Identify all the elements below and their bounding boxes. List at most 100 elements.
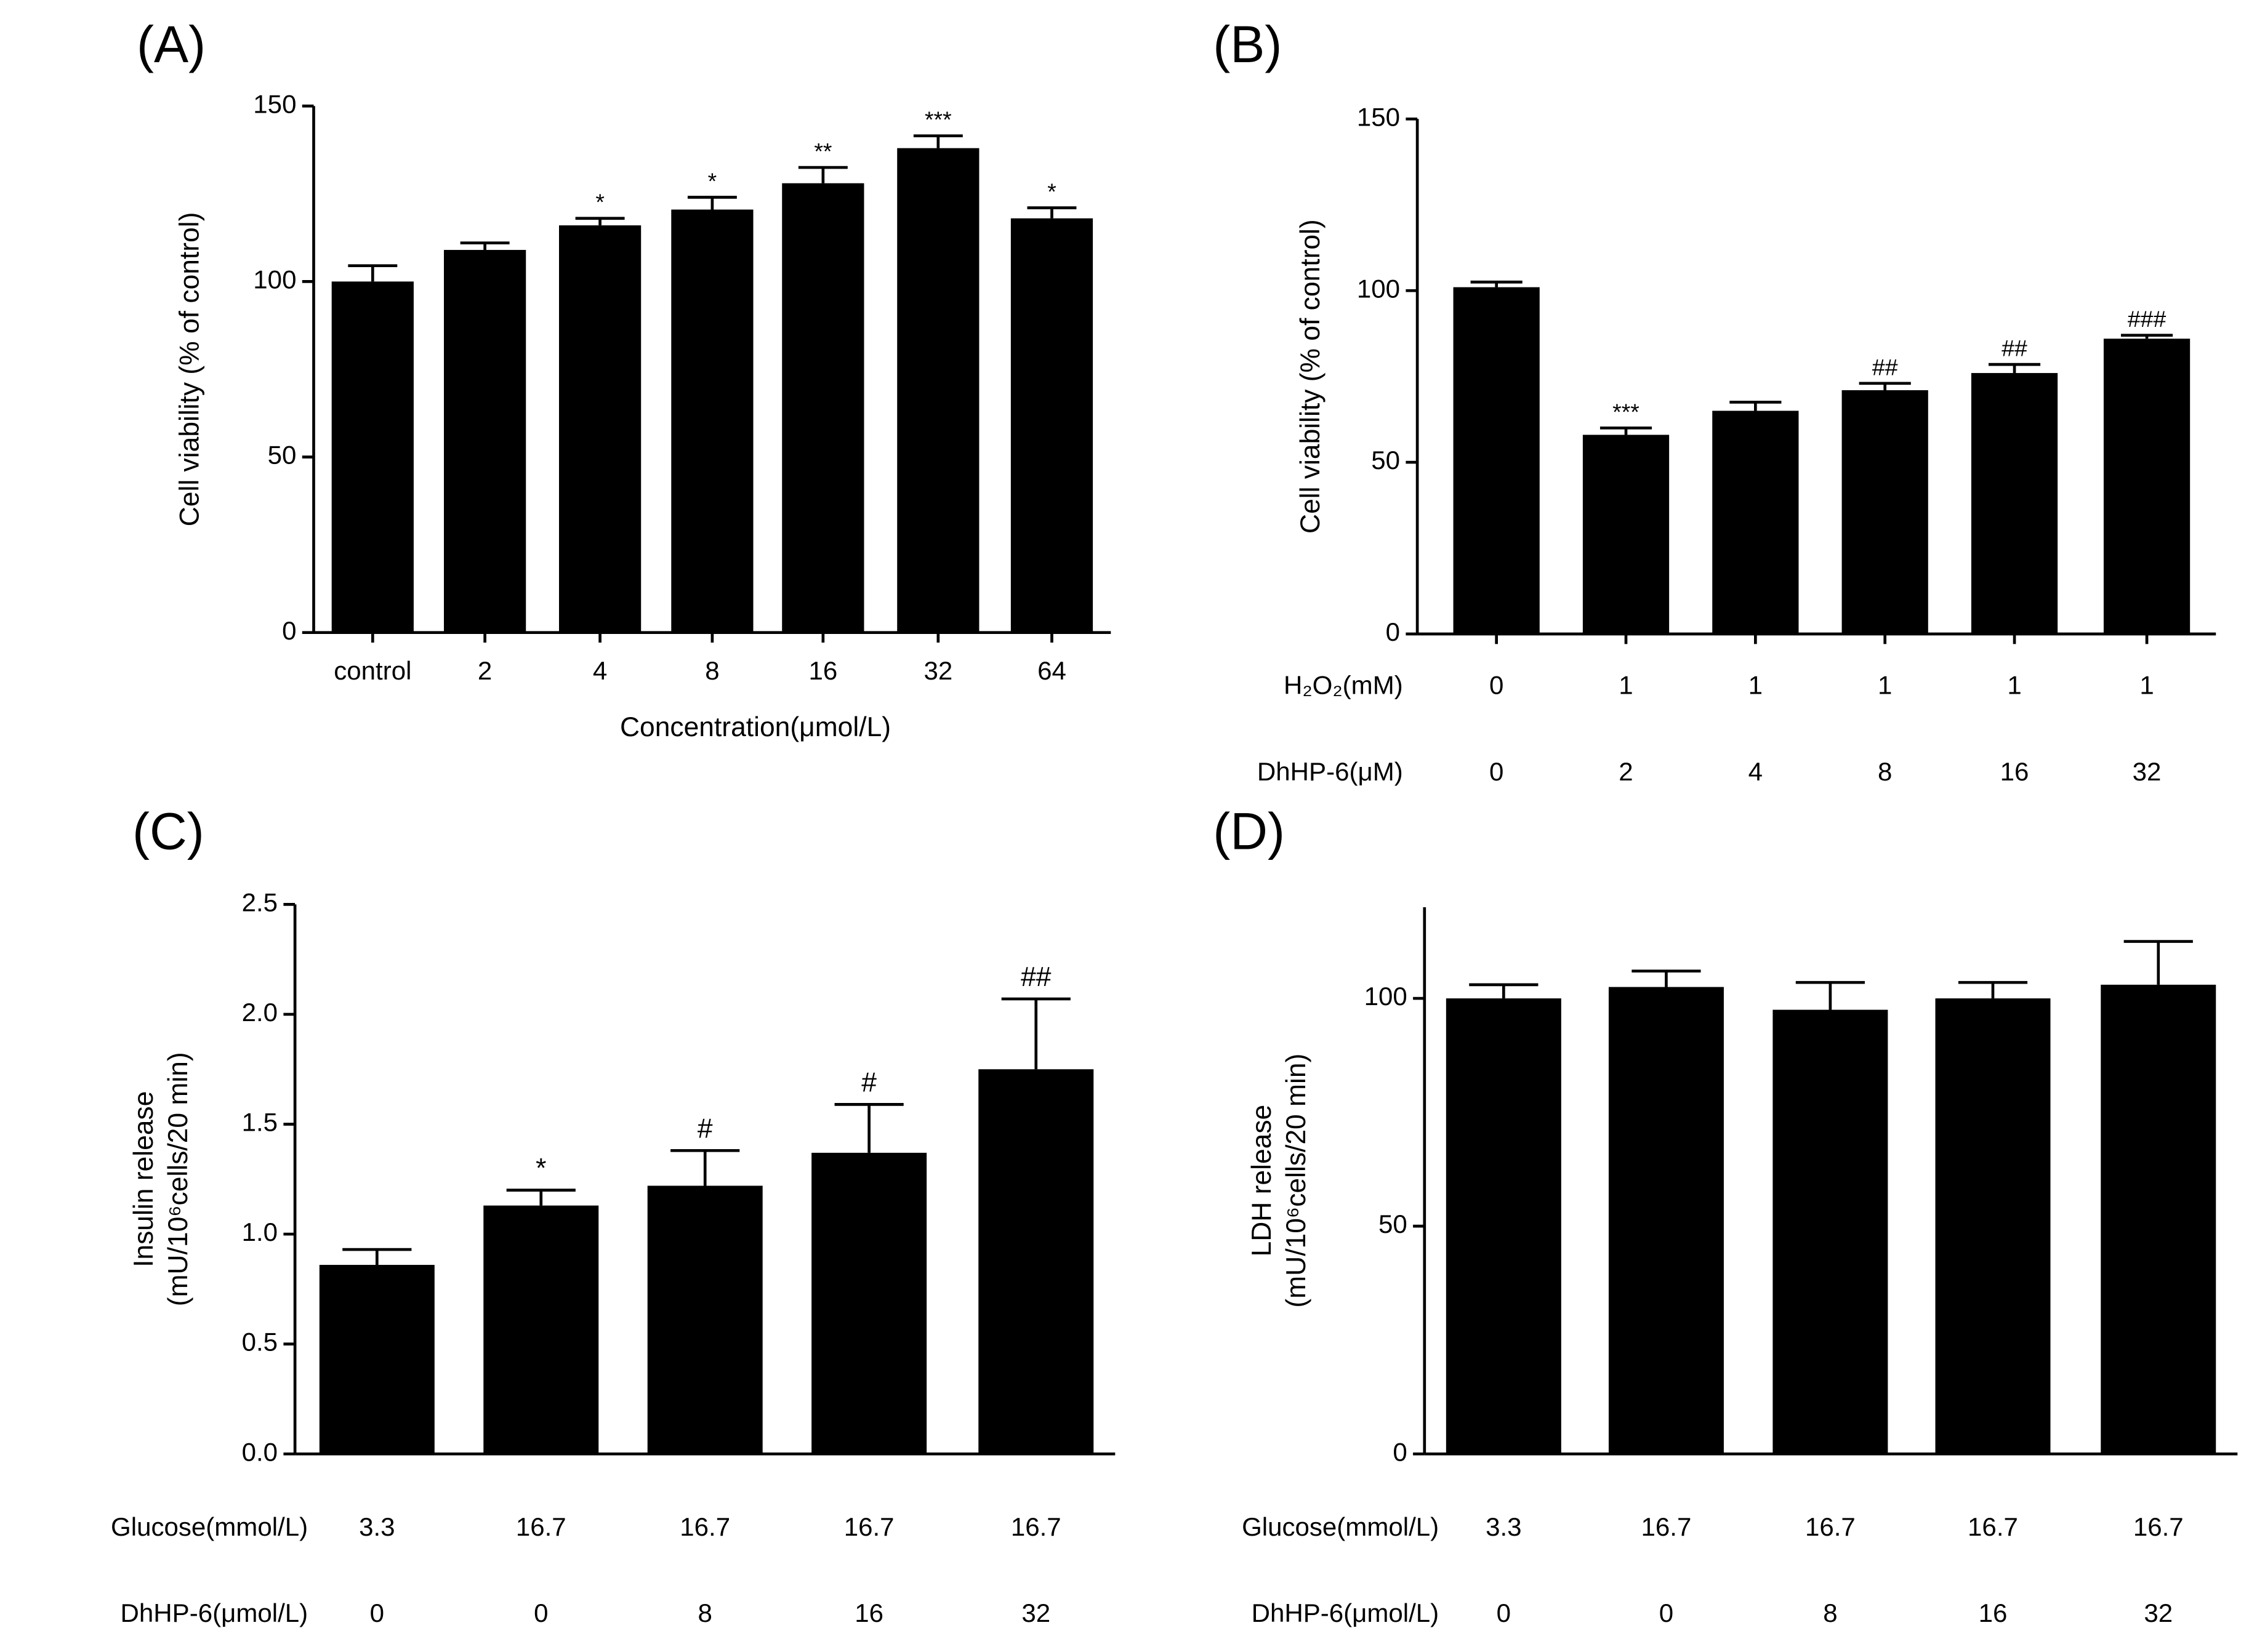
significance-label: *** [925, 106, 952, 132]
x-tick-label: 0 [1489, 757, 1503, 786]
bar [319, 1265, 435, 1454]
x-tick-label: 8 [698, 1598, 712, 1627]
y-axis-label: Insulin release [129, 1091, 159, 1267]
y-tick-label: 1.5 [242, 1108, 278, 1137]
x-tick-label: 16.7 [1011, 1512, 1061, 1541]
significance-label: * [708, 168, 717, 194]
x-tick-label: 4 [1748, 757, 1763, 786]
bar [1772, 1009, 1888, 1454]
x-tick-label: 8 [705, 656, 719, 685]
x-tick-label: 32 [2133, 757, 2162, 786]
row-label: DhHP-6(μmol/L) [121, 1598, 308, 1627]
y-tick-label: 50 [1371, 446, 1400, 475]
significance-label: * [1047, 178, 1056, 204]
bar [1582, 435, 1670, 634]
bar [1971, 373, 2058, 634]
bar [1010, 218, 1093, 633]
significance-label: *** [1612, 399, 1639, 425]
x-tick-label: 16 [2000, 757, 2029, 786]
x-tick-label: 32 [2144, 1598, 2173, 1627]
y-tick-label: 2.5 [242, 888, 278, 916]
y-tick-label: 0 [1386, 617, 1400, 646]
bar [444, 250, 526, 633]
x-tick-label: 3.3 [359, 1512, 395, 1541]
y-tick-label: 1.0 [242, 1217, 278, 1246]
bar [978, 1069, 1094, 1454]
y-tick-label: 0 [282, 616, 296, 645]
row-label: DhHP-6(μmol/L) [1252, 1598, 1439, 1627]
significance-label: * [595, 189, 605, 215]
panel-label: (D) [1213, 802, 1285, 860]
bar [2103, 339, 2191, 634]
y-tick-label: 50 [268, 441, 297, 470]
x-tick-label: 0 [1489, 671, 1503, 700]
x-tick-label: 1 [1748, 671, 1763, 700]
x-tick-label: 16.7 [516, 1512, 566, 1541]
x-tick-label: 3.3 [1486, 1512, 1521, 1541]
x-tick-label: 0 [534, 1598, 548, 1627]
significance-label: ## [1872, 354, 1898, 380]
bar [811, 1152, 927, 1454]
y-tick-label: 2.0 [242, 998, 278, 1027]
x-tick-label: 8 [1823, 1598, 1837, 1627]
y-axis-label: (mU/10⁶cells/20 min) [1281, 1054, 1311, 1308]
significance-label: # [698, 1113, 713, 1144]
y-tick-label: 0.5 [242, 1328, 278, 1357]
row-label: Glucose(mmol/L) [1242, 1512, 1439, 1541]
x-tick-label: 0 [1497, 1598, 1511, 1627]
bar [1841, 390, 1928, 634]
x-tick-label: 16 [1979, 1598, 2008, 1627]
y-axis-label: Cell viability (% of control) [1295, 219, 1326, 534]
x-tick-label: 16.7 [2133, 1512, 2184, 1541]
bar [1608, 987, 1724, 1454]
bar [558, 225, 642, 633]
significance-label: ## [2002, 335, 2027, 361]
bar [1453, 287, 1540, 634]
x-tick-label: 2 [1619, 757, 1633, 786]
x-tick-label: 8 [1878, 757, 1892, 786]
panel-label: (C) [132, 802, 204, 860]
x-tick-label: 16.7 [1968, 1512, 2018, 1541]
x-tick-label: 16.7 [844, 1512, 895, 1541]
bar [331, 281, 414, 633]
bar [1446, 998, 1561, 1454]
x-tick-label: 0 [1659, 1598, 1673, 1627]
x-tick-label: 1 [2007, 671, 2021, 700]
x-tick-label: 32 [1021, 1598, 1050, 1627]
significance-label: # [861, 1067, 877, 1097]
significance-label: ### [2128, 306, 2167, 332]
x-tick-label: 16.7 [1805, 1512, 1856, 1541]
x-tick-label: 32 [923, 656, 952, 685]
x-tick-label: 16.7 [1641, 1512, 1692, 1541]
bar [647, 1185, 763, 1454]
bar [2101, 984, 2216, 1454]
row-label: DhHP-6(μM) [1257, 757, 1403, 786]
x-tick-label: 16 [808, 656, 837, 685]
bar [1712, 411, 1799, 634]
x-axis-label: Concentration(μmol/L) [620, 712, 891, 742]
x-tick-label: 64 [1037, 656, 1066, 685]
bar [1935, 998, 2051, 1454]
y-tick-label: 100 [1364, 982, 1407, 1011]
x-tick-label: 2 [478, 656, 492, 685]
panel-label: (A) [137, 15, 206, 73]
x-tick-label: 1 [1619, 671, 1633, 700]
y-tick-label: 100 [253, 265, 296, 294]
bar [897, 148, 980, 633]
significance-label: * [536, 1153, 546, 1184]
y-tick-label: 100 [1357, 274, 1400, 303]
y-axis-label: LDH release [1247, 1105, 1277, 1257]
significance-label: ** [814, 138, 832, 164]
row-label: H₂O₂(mM) [1284, 671, 1403, 700]
y-tick-label: 150 [253, 89, 296, 118]
y-tick-label: 0 [1393, 1437, 1407, 1466]
x-tick-label: 16.7 [680, 1512, 730, 1541]
bar [671, 209, 754, 633]
y-tick-label: 0.0 [242, 1437, 278, 1466]
row-label: Glucose(mmol/L) [111, 1512, 308, 1541]
x-tick-label: 0 [370, 1598, 384, 1627]
y-tick-label: 50 [1378, 1209, 1407, 1238]
significance-label: ## [1021, 962, 1052, 992]
